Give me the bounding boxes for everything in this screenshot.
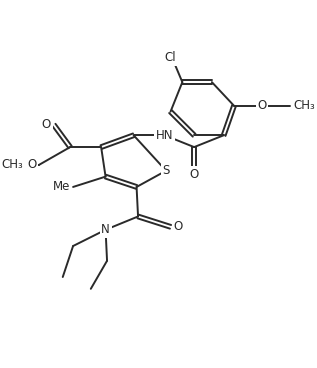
- Text: CH₃: CH₃: [2, 158, 23, 171]
- Text: CH₃: CH₃: [293, 99, 315, 112]
- Text: O: O: [257, 99, 267, 112]
- Text: O: O: [190, 168, 199, 181]
- Text: Cl: Cl: [165, 51, 176, 64]
- Text: O: O: [42, 118, 51, 131]
- Text: S: S: [162, 164, 170, 177]
- Text: N: N: [101, 223, 110, 236]
- Text: Me: Me: [53, 180, 70, 194]
- Text: O: O: [27, 158, 36, 171]
- Text: O: O: [173, 220, 183, 233]
- Text: HN: HN: [156, 129, 173, 142]
